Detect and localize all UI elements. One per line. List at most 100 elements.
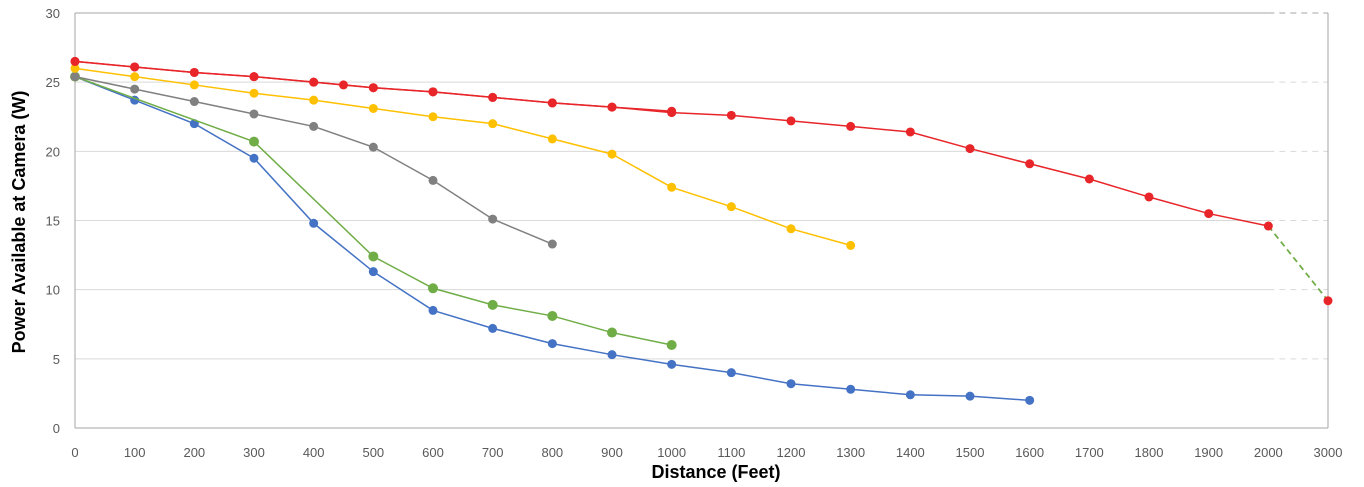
x-tick-label: 1300 xyxy=(836,445,865,460)
data-point xyxy=(905,127,915,137)
y-tick-label: 5 xyxy=(53,352,60,367)
y-tick-label: 10 xyxy=(46,283,60,298)
series-0 xyxy=(70,72,1035,405)
series-2 xyxy=(70,72,557,249)
data-point xyxy=(189,67,199,77)
data-point xyxy=(965,391,975,401)
data-point xyxy=(846,240,856,250)
data-point xyxy=(309,121,319,131)
data-point xyxy=(130,62,140,72)
x-tick-label: 100 xyxy=(124,445,146,460)
x-tick-label: 3000 xyxy=(1314,445,1343,460)
series-5 xyxy=(70,56,1333,306)
x-tick-label: 1600 xyxy=(1015,445,1044,460)
data-point xyxy=(309,218,319,228)
data-point xyxy=(70,56,80,66)
y-tick-label: 25 xyxy=(46,75,60,90)
x-tick-label: 1400 xyxy=(896,445,925,460)
data-point xyxy=(547,339,557,349)
x-tick-label: 200 xyxy=(183,445,205,460)
data-point xyxy=(1144,192,1154,202)
data-point xyxy=(249,72,259,82)
data-point xyxy=(130,72,140,82)
x-tick-label: 1200 xyxy=(777,445,806,460)
data-point xyxy=(547,310,558,321)
y-tick-label: 15 xyxy=(46,214,60,229)
y-tick-label: 20 xyxy=(46,144,60,159)
x-tick-label: 400 xyxy=(303,445,325,460)
data-point xyxy=(1204,209,1214,219)
y-axis-title: Power Available at Camera (W) xyxy=(9,91,29,354)
data-point xyxy=(667,182,677,192)
x-tick-labels: 0 100 200 300 400 500 600 700 800 900 1000 1100 1200… xyxy=(71,445,1342,460)
x-tick-label: 1900 xyxy=(1194,445,1223,460)
x-tick-label: 1700 xyxy=(1075,445,1104,460)
x-axis-title: Distance (Feet) xyxy=(651,462,780,482)
x-tick-label: 1100 xyxy=(717,445,745,460)
data-point xyxy=(487,299,498,310)
data-point xyxy=(70,63,80,73)
x-tick-label: 1500 xyxy=(956,445,985,460)
x-tick-label: 800 xyxy=(541,445,563,460)
data-point xyxy=(726,368,736,378)
data-point xyxy=(368,251,379,262)
data-point xyxy=(547,134,557,144)
y-tick-labels: 0 5 10 15 20 25 30 xyxy=(46,6,60,436)
data-point xyxy=(428,305,438,315)
data-point xyxy=(1025,395,1035,405)
y-tick-label: 30 xyxy=(46,6,60,21)
data-point xyxy=(1084,174,1094,184)
y-tick-label: 0 xyxy=(53,421,60,436)
data-point xyxy=(846,384,856,394)
series-line xyxy=(74,75,672,346)
series-3 xyxy=(70,63,856,250)
data-point xyxy=(428,175,438,185)
data-point xyxy=(905,390,915,400)
data-point xyxy=(189,97,199,107)
data-point xyxy=(368,142,378,152)
series-1 xyxy=(70,71,677,350)
data-point xyxy=(1263,221,1273,231)
data-point xyxy=(607,102,617,112)
data-point xyxy=(428,87,438,97)
data-point xyxy=(1025,159,1035,169)
x-tick-label: 300 xyxy=(243,445,265,460)
gridlines xyxy=(75,81,1328,360)
data-point xyxy=(547,98,557,108)
data-point xyxy=(1323,296,1333,306)
series-line-dashed xyxy=(1267,225,1329,302)
data-point xyxy=(607,350,617,360)
data-point xyxy=(786,224,796,234)
data-point xyxy=(786,116,796,126)
data-point xyxy=(428,112,438,122)
data-point xyxy=(309,77,319,87)
series-line xyxy=(74,75,1030,402)
series-line xyxy=(74,67,851,247)
data-point xyxy=(368,103,378,113)
data-point xyxy=(368,83,378,93)
data-point xyxy=(249,109,259,119)
data-point xyxy=(667,359,677,369)
data-point xyxy=(786,379,796,389)
data-point xyxy=(488,119,498,129)
x-tick-label: 1000 xyxy=(657,445,686,460)
series-layer xyxy=(70,56,1333,405)
x-tick-label: 2000 xyxy=(1254,445,1283,460)
data-point xyxy=(189,80,199,90)
data-point xyxy=(547,239,557,249)
x-tick-label: 1800 xyxy=(1135,445,1164,460)
data-point xyxy=(249,88,259,98)
data-point xyxy=(726,202,736,212)
data-point xyxy=(368,267,378,277)
x-tick-label: 900 xyxy=(601,445,623,460)
x-tick-label: 600 xyxy=(422,445,444,460)
data-point xyxy=(249,136,259,147)
data-point xyxy=(488,214,498,224)
data-point xyxy=(846,121,856,131)
data-point xyxy=(607,327,617,338)
data-point xyxy=(70,72,80,82)
x-tick-label: 0 xyxy=(71,445,78,460)
data-point xyxy=(965,144,975,154)
data-point xyxy=(488,92,498,102)
